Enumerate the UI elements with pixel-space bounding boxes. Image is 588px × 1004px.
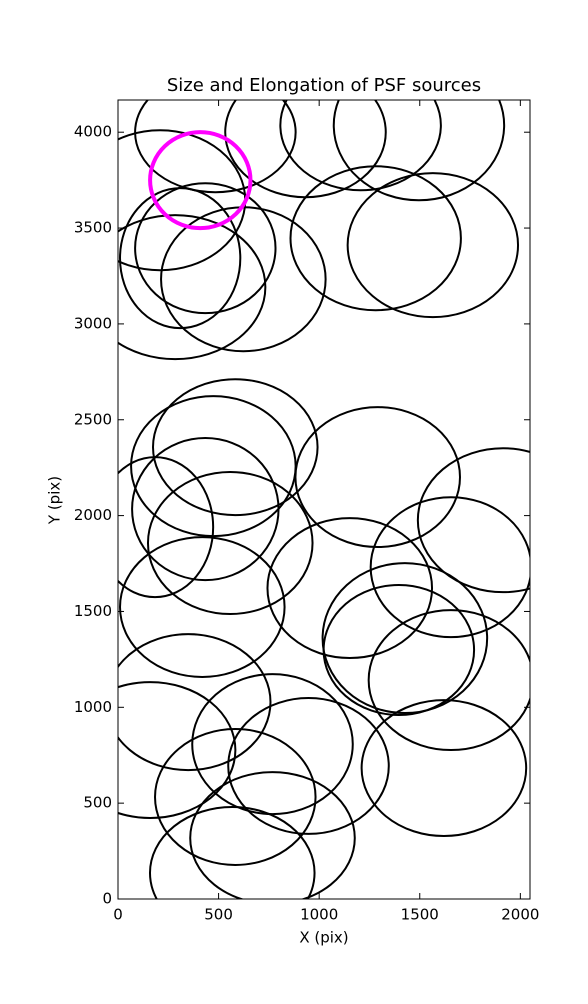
- psf-ellipse: [118, 456, 215, 599]
- psf-ellipse: [154, 728, 317, 866]
- y-tick-label: 500: [83, 794, 112, 812]
- psf-ellipse: [369, 496, 530, 639]
- psf-ellipse: [367, 609, 530, 752]
- y-tick-label: 0: [102, 890, 112, 908]
- psf-ellipse: [146, 470, 314, 616]
- psf-ellipse: [289, 165, 462, 312]
- plot-frame: [117, 99, 531, 900]
- psf-ellipse: [118, 214, 267, 361]
- x-tick-label: 2000: [501, 906, 539, 924]
- y-tick-label: 3000: [74, 314, 112, 332]
- psf-ellipse: [322, 583, 476, 716]
- psf-ellipse: [191, 673, 354, 816]
- psf-ellipse: [227, 697, 390, 835]
- chart-title: Size and Elongation of PSF sources: [167, 75, 481, 96]
- psf-ellipse: [294, 406, 461, 549]
- psf-ellipse: [134, 182, 277, 315]
- psf-ellipse: [346, 172, 520, 319]
- psf-ellipse: [119, 536, 286, 679]
- plot-area: [118, 100, 530, 899]
- psf-ellipse: [266, 517, 434, 660]
- psf-ellipse: [189, 771, 356, 899]
- psf-ellipse: [118, 633, 272, 772]
- psf-ellipse: [416, 447, 530, 594]
- psf-ellipse: [360, 699, 528, 838]
- psf-ellipse: [118, 681, 237, 819]
- y-tick-label: 1500: [74, 602, 112, 620]
- psf-ellipse: [152, 378, 319, 517]
- y-axis-label: Y (pix): [46, 476, 64, 525]
- psf-ellipse: [148, 130, 253, 231]
- y-tick-label: 4000: [74, 123, 112, 141]
- x-tick-label: 0: [113, 906, 123, 924]
- psf-ellipse: [131, 437, 280, 582]
- x-tick-label: 1500: [401, 906, 439, 924]
- psf-ellipse: [279, 100, 442, 192]
- x-tick-label: 500: [204, 906, 233, 924]
- x-axis-label: X (pix): [299, 929, 348, 947]
- psf-ellipse: [332, 100, 506, 202]
- psf-ellipse: [321, 562, 489, 715]
- y-tick-label: 1000: [74, 698, 112, 716]
- y-tick-label: 3500: [74, 219, 112, 237]
- psf-ellipse: [149, 806, 316, 899]
- y-tick-label: 2000: [74, 506, 112, 524]
- x-tick-label: 1000: [300, 906, 338, 924]
- y-tick-label: 2500: [74, 410, 112, 428]
